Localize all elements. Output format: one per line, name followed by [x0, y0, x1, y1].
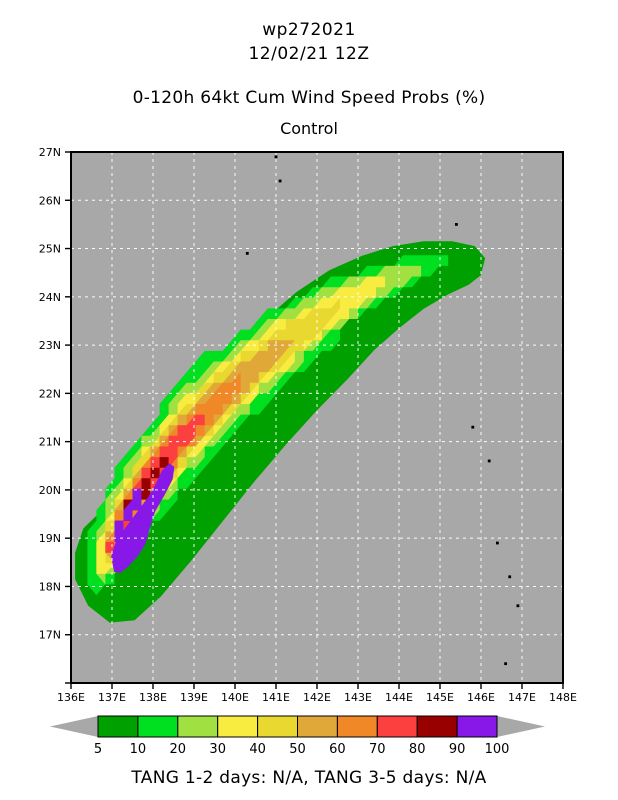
contour-bands	[75, 241, 486, 623]
y-tick-label: 24N	[39, 291, 61, 304]
colorbar-tick-label: 60	[329, 742, 346, 757]
island-marker	[516, 604, 520, 608]
x-tick-label: 138E	[139, 691, 167, 704]
x-tick-label: 140E	[221, 691, 249, 704]
island-marker	[245, 251, 249, 255]
island-marker	[471, 425, 475, 429]
colorbar-swatch-5	[97, 715, 139, 738]
x-tick-label: 144E	[385, 691, 413, 704]
x-tick-label: 141E	[262, 691, 290, 704]
island-marker	[278, 179, 282, 183]
colorbar-swatch-50	[297, 715, 338, 738]
coastline-markers	[245, 155, 520, 666]
x-tick-label: 143E	[344, 691, 372, 704]
valid-datetime-title: 12/02/21 12Z	[248, 44, 370, 64]
island-marker	[455, 223, 458, 226]
gridlines	[71, 152, 563, 683]
colorbar-tick-label: 5	[94, 742, 102, 757]
y-tick-label: 17N	[39, 629, 61, 642]
y-tick-label: 20N	[39, 484, 61, 497]
colorbar-swatch-70	[376, 715, 418, 738]
island-marker	[508, 575, 512, 579]
colorbar-swatch-80	[416, 715, 458, 738]
colorbar-tick-label: 90	[449, 742, 466, 757]
x-axis: 136E 137E 138E 139E 140E 141E 142E 143E 144E 145E…	[57, 683, 577, 704]
y-tick-label: 25N	[39, 243, 61, 256]
contour-band-40	[105, 297, 341, 564]
y-tick-label: 26N	[39, 194, 61, 207]
y-axis: 17N 18N 19N 20N 21N 22N 23N 24N 25N 26N 27N	[39, 146, 71, 684]
x-tick-label: 139E	[180, 691, 208, 704]
colorbar-tick-label: 50	[289, 742, 306, 757]
contour-band-90	[114, 488, 151, 542]
island-marker	[274, 155, 278, 159]
x-tick-label: 142E	[303, 691, 331, 704]
y-tick-label: 23N	[39, 339, 61, 352]
colorbar-tick-label: 10	[130, 742, 147, 757]
colorbar-tick-label: 30	[209, 742, 226, 757]
y-tick-label: 27N	[39, 146, 61, 159]
y-tick-label: 18N	[39, 580, 61, 593]
x-tick-label: 145E	[426, 691, 454, 704]
y-tick-label: 19N	[39, 532, 61, 545]
contour-band-100	[111, 463, 175, 573]
colorbar-extend-low	[50, 716, 98, 737]
island-marker	[496, 541, 499, 545]
colorbar-tick-label: 70	[369, 742, 386, 757]
contour-band-5	[75, 241, 486, 623]
x-tick-label: 147E	[508, 691, 536, 704]
x-tick-label: 136E	[57, 691, 85, 704]
storm-id-title: wp272021	[262, 20, 356, 40]
colorbar-tick-label: 80	[409, 742, 426, 757]
colorbar-tick-label: 40	[249, 742, 266, 757]
colorbar-swatch-90	[456, 715, 498, 738]
colorbar-extend-high	[497, 716, 545, 737]
chart-subtitle: Control	[280, 119, 338, 138]
x-tick-label: 148E	[549, 691, 577, 704]
colorbar-tick-label: 100	[485, 742, 510, 757]
island-marker	[504, 662, 507, 666]
y-tick-label: 22N	[39, 387, 61, 400]
colorbar-swatch-10	[137, 715, 179, 738]
colorbar-swatch-60	[336, 715, 378, 738]
colorbar-swatch-40	[257, 715, 299, 738]
x-tick-label: 146E	[467, 691, 495, 704]
colorbar: 5 10 20 30 40 50 60 70 80 90 100	[50, 715, 545, 757]
island-marker	[487, 459, 491, 463]
y-tick-label: 21N	[39, 436, 61, 449]
product-title: 0-120h 64kt Cum Wind Speed Probs (%)	[132, 88, 486, 108]
colorbar-swatch-30	[217, 715, 259, 738]
colorbar-swatch-20	[177, 715, 219, 738]
colorbar-tick-label: 20	[170, 742, 187, 757]
x-tick-label: 137E	[98, 691, 126, 704]
tang-footer: TANG 1-2 days: N/A, TANG 3-5 days: N/A	[131, 768, 487, 788]
